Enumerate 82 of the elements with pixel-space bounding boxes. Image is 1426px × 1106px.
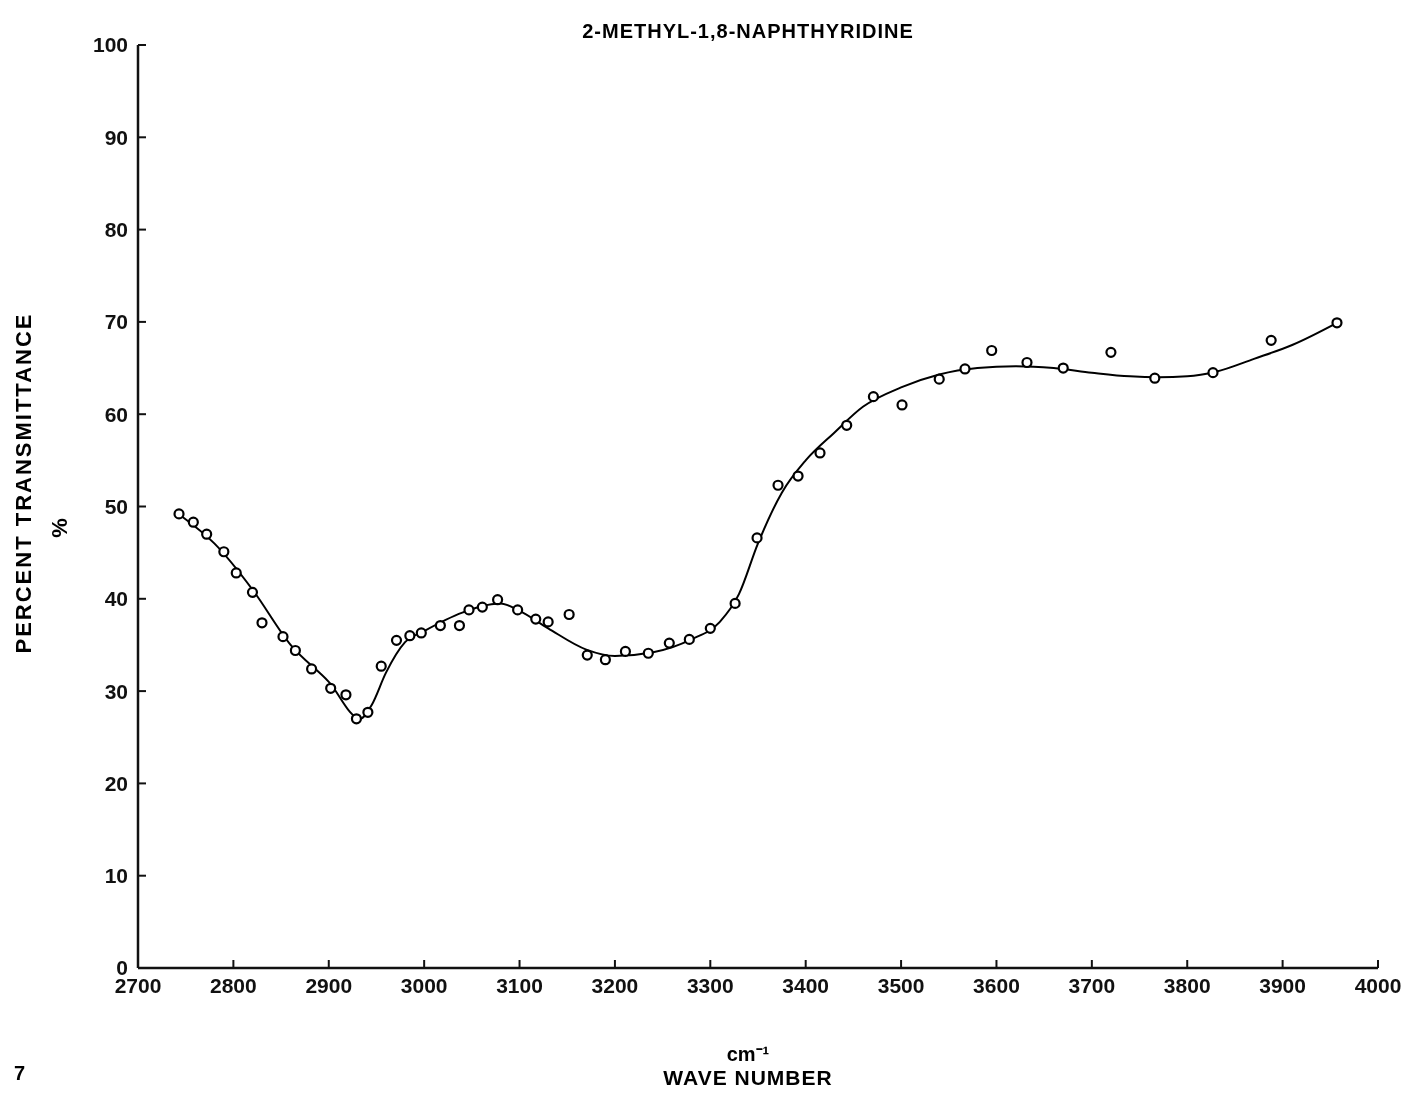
point [375, 660, 387, 672]
y-tick-label: 90 [104, 125, 128, 149]
point [1265, 334, 1277, 346]
x-tick-label: 3000 [400, 973, 448, 997]
point [542, 616, 554, 628]
point [581, 649, 593, 661]
point [434, 619, 446, 632]
y-tick-label: 70 [104, 310, 128, 334]
x-axis-title: WAVE NUMBER [662, 1066, 834, 1090]
point [404, 630, 416, 642]
y-tick-label: 10 [104, 864, 128, 888]
x-tick-label: 3100 [496, 973, 543, 997]
point [453, 619, 466, 632]
point [201, 528, 213, 540]
point [841, 419, 853, 431]
point [599, 654, 611, 666]
point [463, 604, 475, 616]
point [772, 479, 784, 491]
point [792, 470, 804, 482]
point [704, 622, 716, 634]
y-tick-label: 0 [116, 956, 128, 980]
point [986, 344, 998, 357]
point [187, 516, 199, 528]
x-tick-label: 3500 [877, 973, 925, 997]
point [218, 546, 230, 558]
point [390, 634, 403, 646]
x-tick-label: 3800 [1163, 973, 1211, 997]
x-tick-label: 3300 [686, 973, 734, 997]
point [729, 597, 741, 610]
x-tick-label: 3400 [782, 973, 830, 997]
point [230, 567, 242, 579]
y-tick-label: 100 [92, 33, 128, 57]
point [959, 363, 971, 375]
text: cm⁻¹ [725, 1042, 771, 1067]
point [246, 586, 259, 598]
point [306, 663, 318, 675]
point [933, 373, 945, 385]
x-tick-label: 2900 [305, 973, 353, 997]
y-tick-label: 20 [104, 771, 128, 795]
y-tick-label: 30 [104, 679, 128, 703]
y-tick-label: 50 [104, 494, 128, 518]
point [1021, 356, 1033, 369]
point [663, 637, 675, 649]
point [683, 633, 695, 646]
point [1207, 367, 1219, 379]
point [350, 713, 363, 725]
x-tick-label: 2800 [210, 973, 257, 997]
x-tick-label: 3700 [1068, 973, 1116, 997]
point [563, 608, 575, 621]
y-axis-title: PERCENT TRANSMITTANCE [11, 312, 37, 654]
point [530, 613, 542, 625]
point [289, 644, 301, 657]
y-tick-label: 60 [104, 402, 128, 426]
point [814, 447, 826, 459]
x-tick-label: 3600 [973, 973, 1020, 997]
point [751, 532, 763, 544]
point [340, 689, 352, 701]
point [1057, 362, 1069, 374]
point [173, 508, 185, 520]
chart-title: 2-METHYL-1,8-NAPHTHYRIDINE [582, 20, 914, 42]
text: % [47, 518, 73, 538]
point [277, 631, 289, 643]
y-tick-label: 80 [104, 218, 128, 242]
point [619, 645, 632, 658]
point [1105, 346, 1117, 358]
x-tick-label: 3900 [1259, 973, 1306, 997]
point [325, 682, 337, 694]
x-tick-label: 4000 [1354, 973, 1402, 997]
y-tick-label: 40 [104, 587, 128, 611]
text: 7 [14, 1062, 26, 1085]
point [492, 594, 504, 606]
point [867, 391, 880, 403]
point [896, 399, 908, 411]
point [1331, 317, 1343, 329]
point [362, 706, 374, 718]
point [512, 604, 524, 616]
point [415, 627, 427, 639]
point [256, 617, 268, 629]
x-tick-label: 3200 [591, 973, 639, 997]
point [1149, 372, 1161, 384]
point [476, 601, 488, 613]
point [642, 647, 654, 659]
